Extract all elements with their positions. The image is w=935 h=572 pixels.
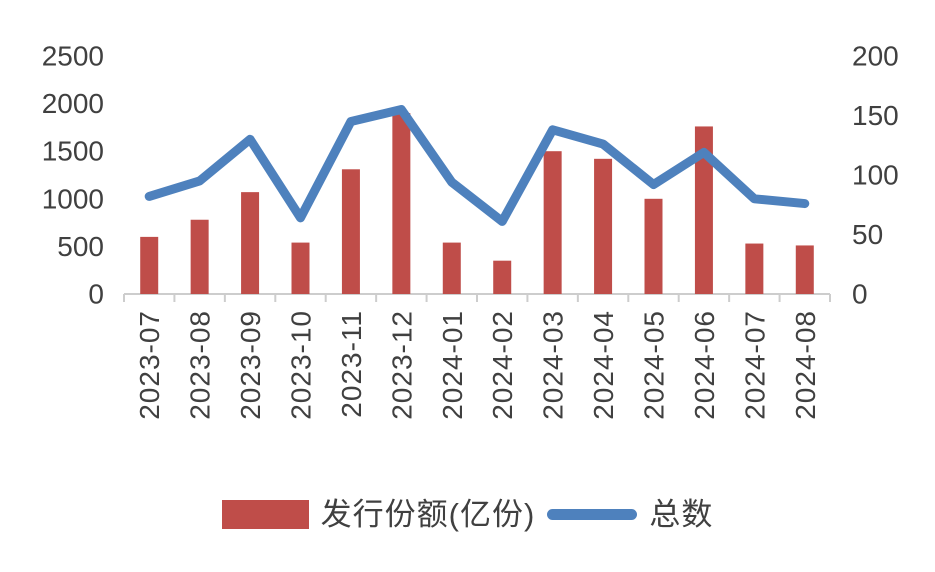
x-axis-tick-label: 2023-07 <box>134 310 165 420</box>
bar <box>190 219 209 294</box>
bar <box>140 236 159 294</box>
x-axis-tick-label: 2024-03 <box>538 310 569 420</box>
legend-bar-swatch <box>221 499 309 529</box>
left-axis-tick-label: 1000 <box>42 183 104 214</box>
x-axis-tick-label: 2024-01 <box>437 310 468 420</box>
bar <box>543 151 562 294</box>
bar <box>392 113 411 295</box>
legend-bar-label: 发行份额(亿份) <box>320 496 536 532</box>
combo-chart: 2500 2000 1500 1000 500 0 200 150 100 50 0 2023-07 2… <box>42 41 899 420</box>
x-axis-tick-label: 2023-08 <box>185 310 216 420</box>
bar <box>694 126 713 294</box>
right-axis-tick-label: 0 <box>852 279 868 310</box>
legend-line-label: 总数 <box>649 496 714 532</box>
x-axis-tick-label: 2024-07 <box>739 310 770 420</box>
x-axis-tick-label: 2023-10 <box>286 310 317 420</box>
x-axis-tick-label: 2023-12 <box>386 310 417 420</box>
bar <box>493 260 512 294</box>
left-axis-tick-label: 0 <box>88 279 104 310</box>
bar <box>795 245 814 294</box>
left-axis-tick-label: 2500 <box>42 41 104 72</box>
bar <box>341 169 360 294</box>
right-axis-tick-label: 50 <box>852 219 883 250</box>
bar <box>644 198 663 294</box>
bar <box>241 192 260 294</box>
x-axis-tick-label: 2024-08 <box>790 310 821 420</box>
left-axis-tick-label: 1500 <box>42 136 104 167</box>
right-axis-tick-label: 150 <box>852 100 899 131</box>
x-axis-tick-label: 2024-02 <box>487 310 518 420</box>
bar <box>442 242 461 294</box>
bar <box>291 242 310 294</box>
legend-line-swatch <box>547 508 638 520</box>
left-axis-tick-label: 500 <box>57 231 104 262</box>
x-axis-tick-label: 2023-09 <box>235 310 266 420</box>
chart-legend: 发行份额(亿份) 总数 <box>0 492 935 536</box>
x-axis-tick-label: 2023-11 <box>336 310 367 418</box>
right-axis-tick-label: 100 <box>852 160 899 191</box>
x-axis-tick-label: 2024-05 <box>639 310 670 420</box>
bar <box>594 158 613 294</box>
bar <box>745 243 764 294</box>
left-axis-tick-label: 2000 <box>42 88 104 119</box>
x-axis-tick-label: 2024-04 <box>588 310 619 420</box>
line-series <box>144 105 810 226</box>
x-axis-tick-label: 2024-06 <box>689 310 720 420</box>
right-axis-tick-label: 200 <box>852 41 899 72</box>
